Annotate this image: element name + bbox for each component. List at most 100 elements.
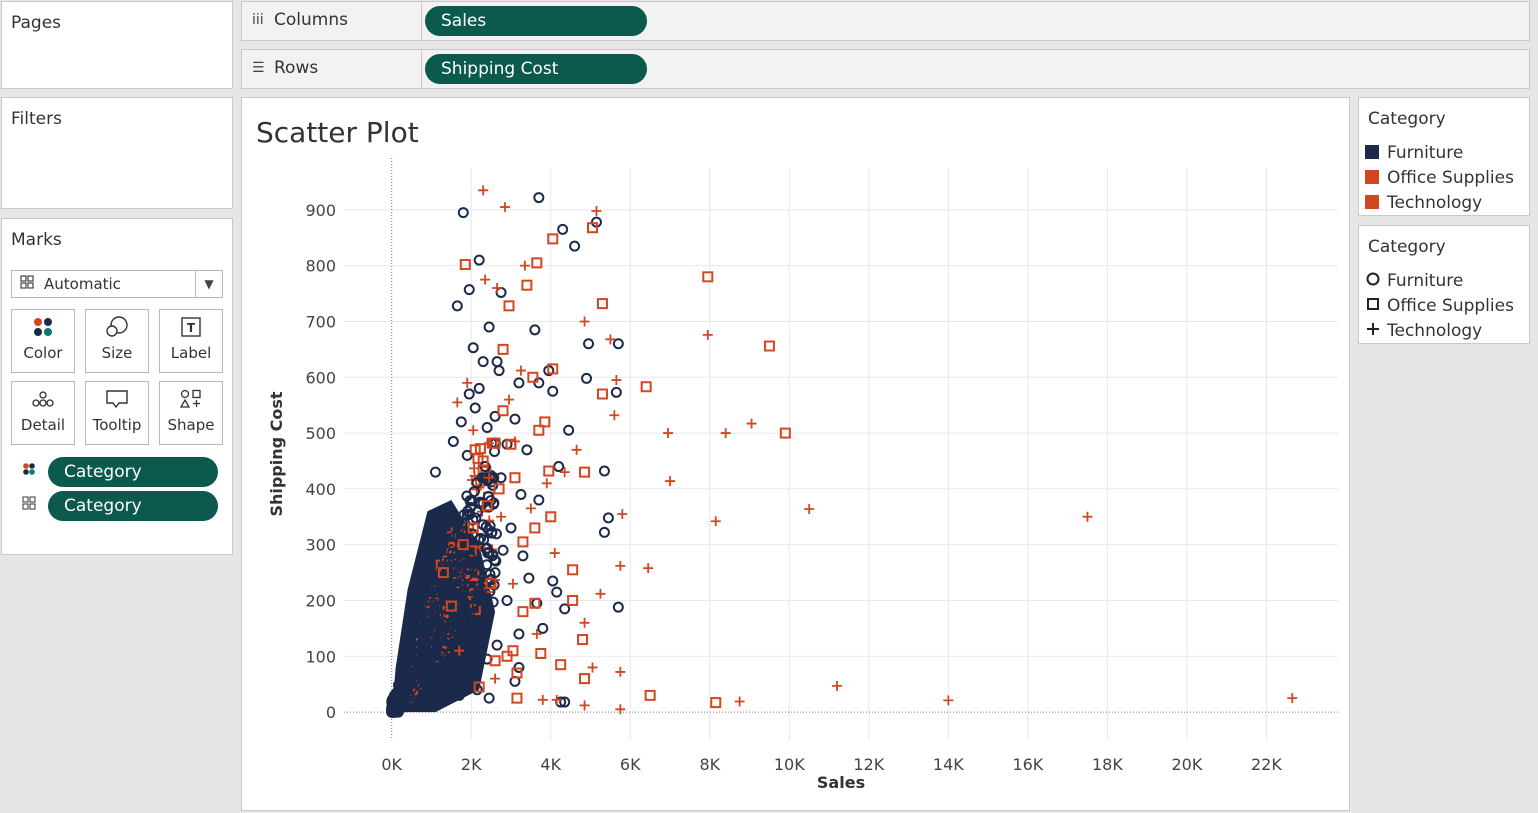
shipping-cost-pill[interactable]: Shipping Cost xyxy=(425,54,647,84)
scatter-point xyxy=(391,686,403,698)
scatter-point xyxy=(423,603,435,615)
scatter-point xyxy=(481,603,493,615)
scatter-point-furniture xyxy=(491,639,503,651)
scatter-point-office-supplies xyxy=(779,427,791,439)
sales-pill[interactable]: Sales xyxy=(425,6,647,36)
scatter-point-technology xyxy=(525,503,536,514)
scatter-point-furniture xyxy=(521,444,533,456)
scatter-point-technology xyxy=(509,436,520,447)
scatter-point-office-supplies xyxy=(543,465,555,477)
color-legend-item-office-supplies[interactable]: Office Supplies xyxy=(1365,168,1514,190)
scatter-point-furniture xyxy=(477,356,489,368)
scatter-point-furniture xyxy=(429,466,441,478)
scatter-point-office-supplies xyxy=(511,692,523,704)
chevron-down-icon[interactable]: ▼ xyxy=(195,271,222,297)
scatter-point-technology xyxy=(484,472,495,483)
scatter-point xyxy=(487,596,499,608)
scatter-point-technology xyxy=(468,425,479,436)
color-icon xyxy=(12,316,74,342)
scatter-point-furniture xyxy=(559,603,571,615)
shape-button[interactable]: Shape xyxy=(159,381,223,445)
scatter-point xyxy=(486,526,498,538)
scatter-point-technology xyxy=(746,418,757,429)
scatter-point-office-supplies xyxy=(467,522,479,534)
scatter-point xyxy=(400,672,412,684)
scatter-point-office-supplies xyxy=(477,455,489,467)
x-tick-label: 22K xyxy=(1251,755,1282,774)
scatter-point-furniture xyxy=(513,661,525,673)
shape-encoding-icon xyxy=(22,496,36,514)
scatter-point-furniture xyxy=(509,413,521,425)
color-swatch xyxy=(1365,145,1379,159)
scatter-point-furniture xyxy=(563,424,575,436)
scatter-point xyxy=(437,648,449,660)
scatter-point xyxy=(428,583,440,595)
scatter-point-furniture xyxy=(598,465,610,477)
scatter-point xyxy=(431,662,443,674)
tooltip-label: Tooltip xyxy=(92,416,142,434)
columns-shelf[interactable]: iii Columns Sales xyxy=(241,1,1530,41)
scatter-point-office-supplies xyxy=(535,648,547,660)
scatter-point-furniture xyxy=(481,421,493,433)
scatter-point-furniture xyxy=(493,365,505,377)
scatter-point-technology xyxy=(617,508,628,519)
scatter-point xyxy=(473,534,485,546)
shape-legend-item-furniture[interactable]: Furniture xyxy=(1365,271,1463,293)
chart-view: Scatter Plot 0K 2K 4K 6K 8K 10K 12K 14K 16K 18K 20… xyxy=(241,97,1350,811)
color-legend: Category Furniture Office Supplies Techn… xyxy=(1358,97,1530,216)
scatter-point-furniture xyxy=(533,377,545,389)
scatter-point-furniture xyxy=(491,356,503,368)
scatter-point-office-supplies xyxy=(481,500,493,512)
color-legend-item-furniture[interactable]: Furniture xyxy=(1365,143,1463,165)
chart-title: Scatter Plot xyxy=(256,116,419,149)
scatter-point-furniture xyxy=(473,617,485,629)
scatter-point-furniture xyxy=(501,594,513,606)
shape-category-pill[interactable]: Category xyxy=(48,491,218,521)
color-legend-item-technology[interactable]: Technology xyxy=(1365,193,1482,215)
scatter-point xyxy=(451,548,463,560)
y-tick-label: 700 xyxy=(305,312,336,331)
sales-pill-label: Sales xyxy=(441,11,487,31)
scatter-point-technology xyxy=(702,329,713,340)
columns-icon: iii xyxy=(252,12,264,28)
scatter-point-furniture xyxy=(537,622,549,634)
label-button[interactable]: T Label xyxy=(159,309,223,373)
scatter-point-furniture xyxy=(457,207,469,219)
color-button[interactable]: Color xyxy=(11,309,75,373)
scatter-point-furniture xyxy=(449,673,461,685)
scatter-point xyxy=(434,654,446,666)
scatter-point xyxy=(444,626,456,638)
scatter-point xyxy=(462,619,474,631)
scatter-point-furniture xyxy=(602,512,614,524)
detail-button[interactable]: Detail xyxy=(11,381,75,445)
legend-label: Furniture xyxy=(1387,271,1464,291)
filters-card[interactable]: Filters xyxy=(1,97,233,209)
size-button[interactable]: Size xyxy=(85,309,149,373)
scatter-point-office-supplies xyxy=(457,539,469,551)
scatter-point-office-supplies xyxy=(545,511,557,523)
scatter-point-furniture xyxy=(469,402,481,414)
scatter-point xyxy=(481,559,493,571)
square-shape-icon xyxy=(1365,296,1381,316)
scatter-point-technology xyxy=(454,645,465,656)
color-category-pill[interactable]: Category xyxy=(48,457,218,487)
scatter-point-furniture xyxy=(489,410,501,422)
scatter-point-office-supplies xyxy=(702,271,714,283)
scatter-point-furniture xyxy=(505,522,517,534)
mark-type-dropdown[interactable]: Automatic ▼ xyxy=(11,270,223,298)
scatter-point-technology xyxy=(832,680,843,691)
tooltip-button[interactable]: Tooltip xyxy=(85,381,149,445)
scatter-point-furniture xyxy=(598,526,610,538)
scatter-point xyxy=(442,583,454,595)
shape-legend-item-office-supplies[interactable]: Office Supplies xyxy=(1365,296,1514,318)
scatter-point xyxy=(415,645,427,657)
y-tick-label: 0 xyxy=(326,703,336,722)
scatter-point-furniture xyxy=(473,254,485,266)
scatter-point-technology xyxy=(615,704,626,715)
scatter-point-furniture xyxy=(583,338,595,350)
x-tick-label: 8K xyxy=(699,755,720,774)
marks-title: Marks xyxy=(11,230,62,250)
rows-shelf[interactable]: ☰ Rows Shipping Cost xyxy=(241,49,1530,89)
pages-card[interactable]: Pages xyxy=(1,1,233,89)
shape-legend-item-technology[interactable]: Technology xyxy=(1365,321,1482,343)
